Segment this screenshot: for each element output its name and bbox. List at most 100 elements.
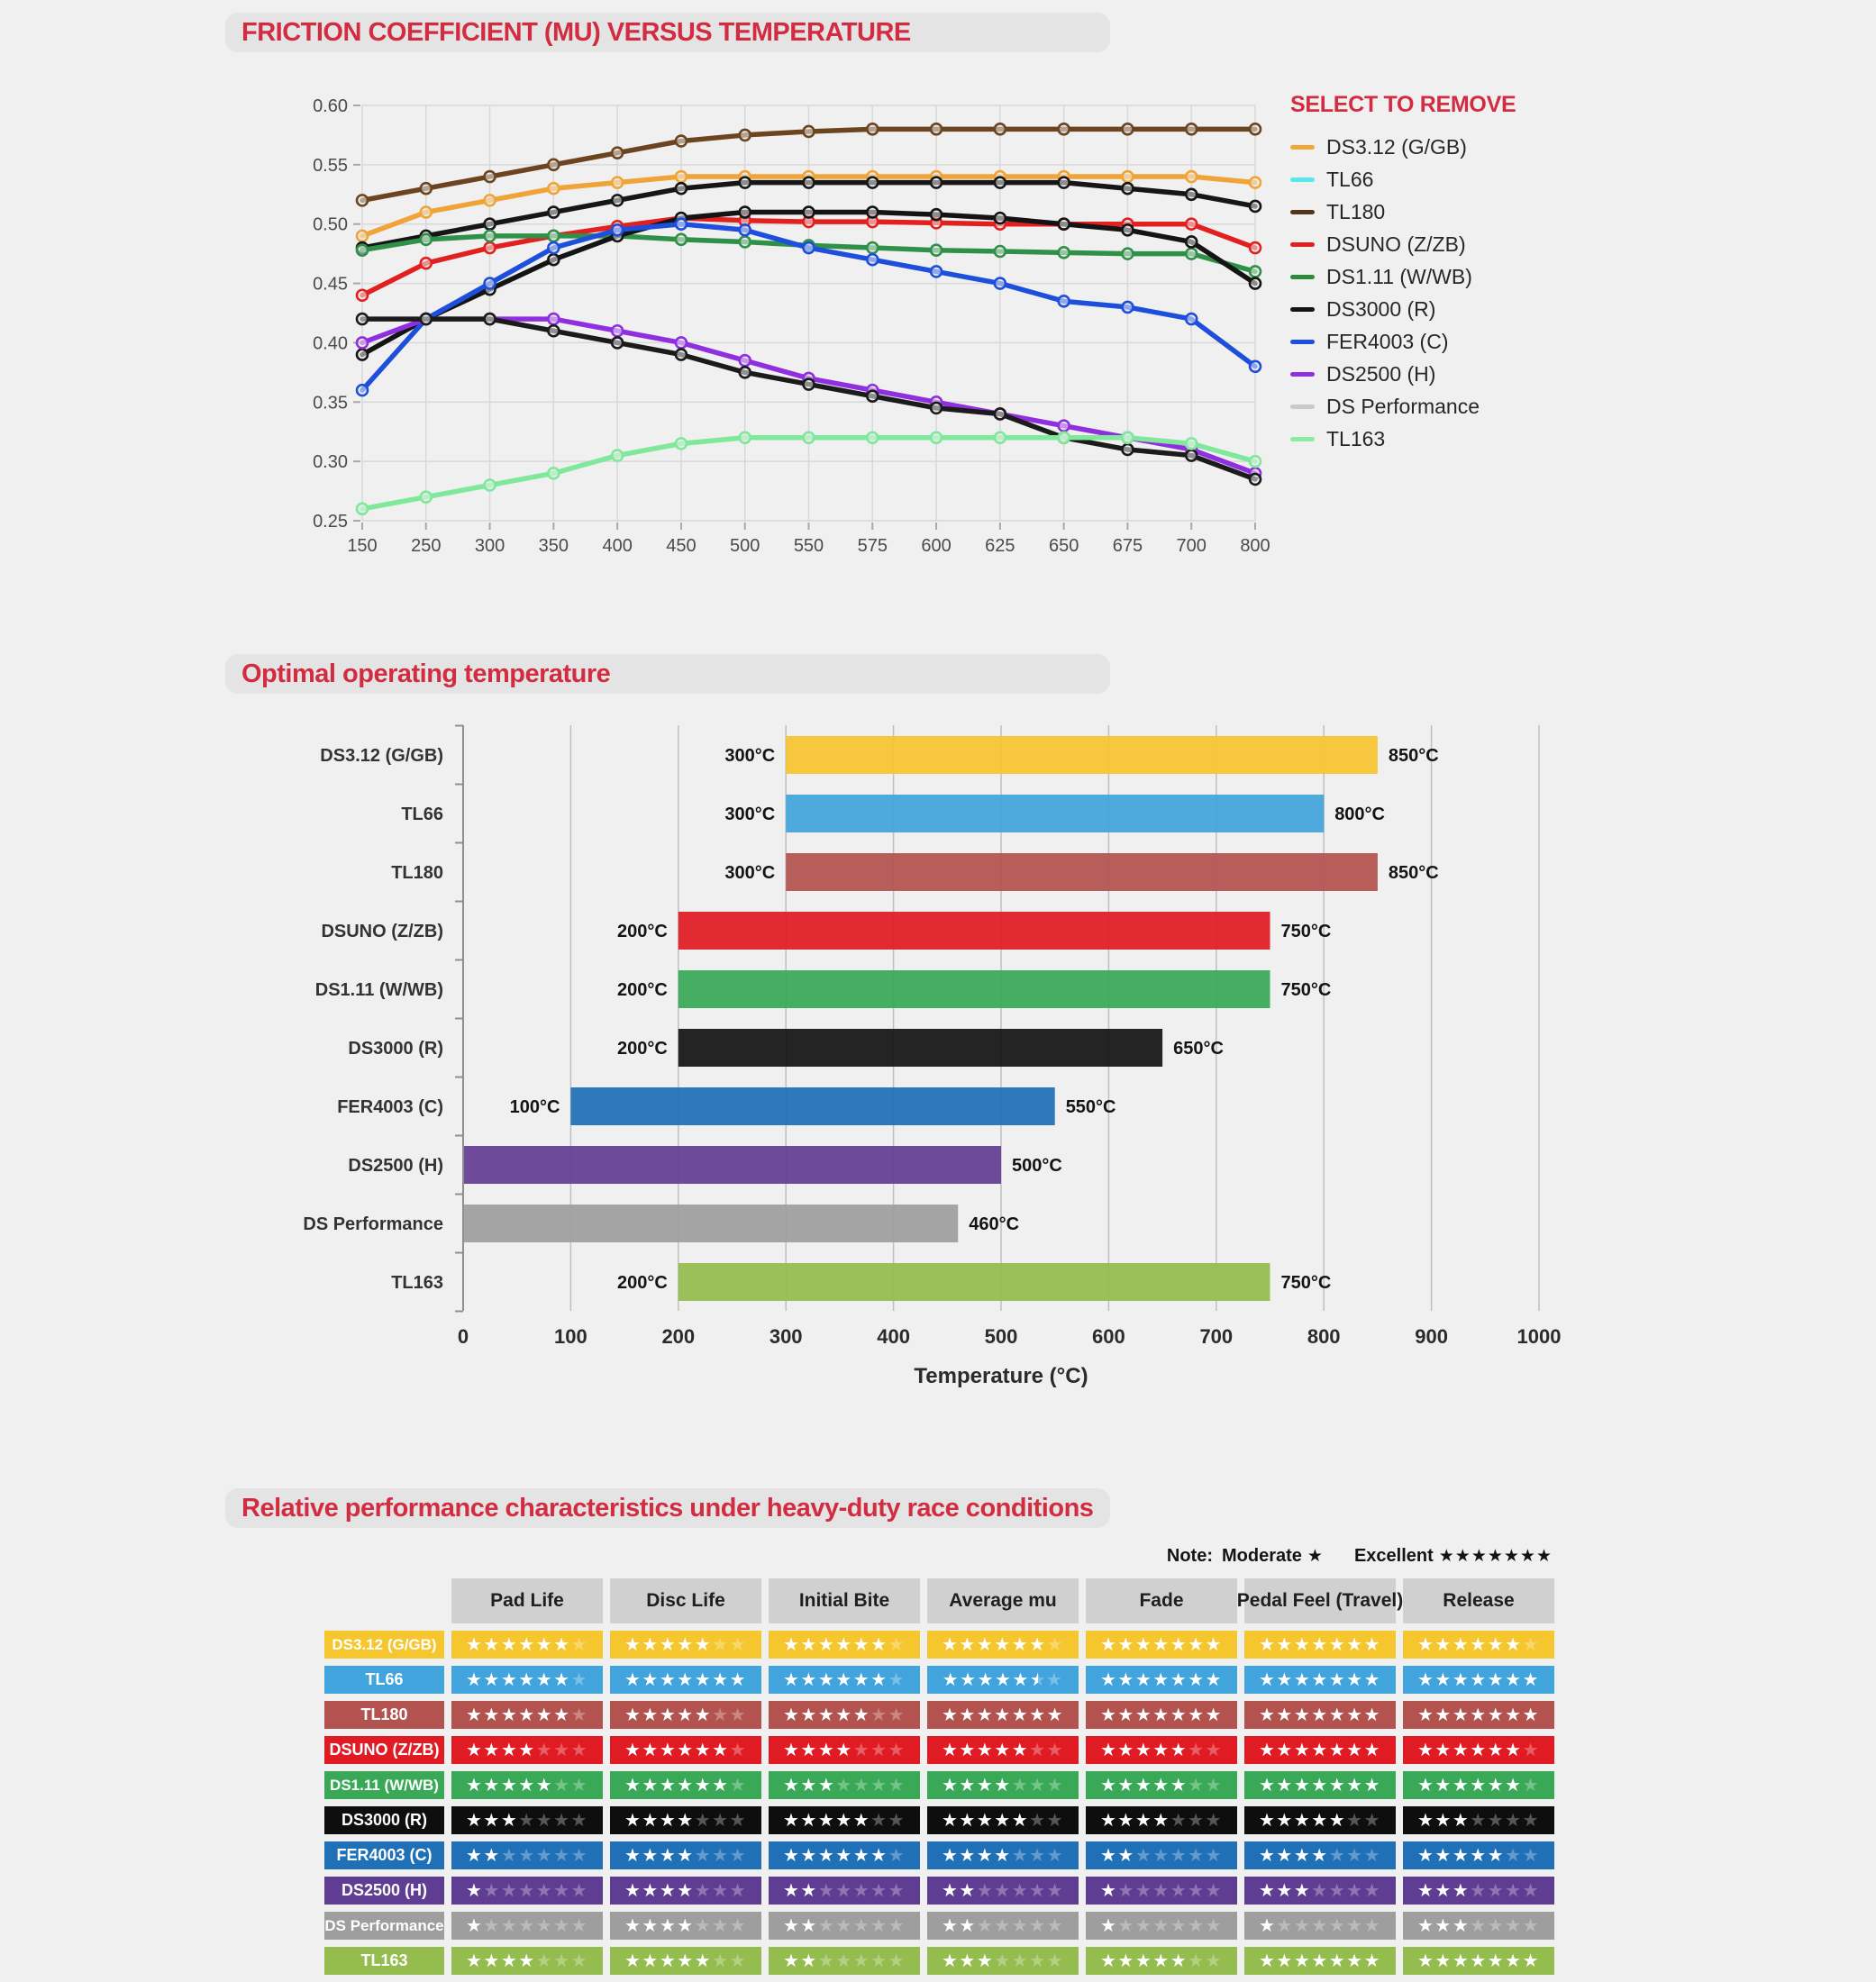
star-empty-icon: ★: [535, 1810, 554, 1831]
header-spacer: [324, 1578, 444, 1623]
bar-start-label: 200°C: [617, 1039, 668, 1059]
data-point: [1248, 472, 1262, 486]
legend-item-TL163[interactable]: TL163: [1290, 423, 1651, 455]
legend-item-DS3.12 (G/GB)[interactable]: DS3.12 (G/GB): [1290, 131, 1651, 163]
star-filled-icon: ★: [1011, 1810, 1030, 1831]
star-empty-icon: ★: [1011, 1915, 1030, 1936]
star-filled-icon: ★: [1117, 1775, 1135, 1796]
rating-cell-DS2500 (H)-Pedal Feel (Travel): ★ ★ ★ ★ ★ ★ ★: [1244, 1877, 1396, 1905]
star-empty-icon: ★: [1470, 1880, 1488, 1901]
star-filled-icon: ★: [1258, 1810, 1277, 1831]
star-empty-icon: ★: [1170, 1810, 1188, 1831]
data-point: [865, 241, 879, 255]
star-filled-icon: ★: [677, 1845, 695, 1866]
rating-cell-FER4003 (C)-Average mu: ★ ★ ★ ★ ★ ★ ★: [927, 1841, 1079, 1869]
legend-item-label: DS Performance: [1326, 394, 1480, 418]
rating-cell-TL66-Release: ★ ★ ★ ★ ★ ★ ★: [1403, 1666, 1554, 1694]
ratings-table: Pad Life Disc Life Initial Bite Average mu F…: [324, 1578, 1554, 1975]
star-filled-icon: ★: [1170, 1740, 1188, 1760]
star-filled-icon: ★: [1416, 1705, 1435, 1725]
legend-swatch-icon: [1290, 144, 1315, 150]
rating-cell-TL66-Average mu: ★ ★ ★ ★ ★ ★ ★ ★: [927, 1666, 1079, 1694]
data-point: [355, 383, 369, 397]
star-filled-icon: ★: [800, 1810, 818, 1831]
bar-end-label: 460°C: [969, 1214, 1019, 1234]
star-filled-icon: ★: [624, 1705, 642, 1725]
legend-item-DS1.11 (W/WB)[interactable]: DS1.11 (W/WB): [1290, 260, 1651, 293]
row-label-DS2500 (H): DS2500 (H): [324, 1877, 444, 1905]
star-empty-icon: ★: [888, 1740, 906, 1760]
legend-item-FER4003 (C)[interactable]: FER4003 (C): [1290, 325, 1651, 358]
star-filled-icon: ★: [1505, 1705, 1523, 1725]
star-filled-icon: ★: [465, 1915, 484, 1936]
star-filled-icon: ★: [1134, 1810, 1153, 1831]
star-filled-icon: ★: [941, 1880, 960, 1901]
data-point: [547, 312, 560, 326]
y-tick-label: 0.60: [313, 96, 348, 116]
data-point: [355, 229, 369, 243]
data-point: [1121, 123, 1134, 136]
legend-item-DSUNO (Z/ZB)[interactable]: DSUNO (Z/ZB): [1290, 228, 1651, 260]
star-empty-icon: ★: [888, 1634, 906, 1655]
operating-temperature-bar-chart: 0 100 200 300 400 500 600 700 800 900 1000 DS3.12 (…: [303, 724, 1561, 1388]
bar-start-label: 300°C: [724, 805, 775, 824]
bar-category-label: DS Performance: [303, 1214, 443, 1234]
star-empty-icon: ★: [694, 1915, 713, 1936]
star-empty-icon: ★: [1346, 1880, 1364, 1901]
star-empty-icon: ★: [1188, 1915, 1206, 1936]
star-filled-icon: ★: [483, 1775, 501, 1796]
data-point: [865, 123, 879, 136]
star-empty-icon: ★: [1522, 1880, 1541, 1901]
star-empty-icon: ★: [1205, 1810, 1224, 1831]
bar-category-label: FER4003 (C): [337, 1097, 443, 1117]
data-point: [993, 211, 1007, 225]
data-point: [929, 176, 943, 189]
star-filled-icon: ★: [1522, 1669, 1541, 1690]
data-point: [738, 176, 752, 189]
rating-cell-DSUNO (Z/ZB)-Fade: ★ ★ ★ ★ ★ ★ ★: [1086, 1736, 1237, 1764]
bar-category-label: DS3000 (R): [348, 1039, 443, 1059]
star-filled-icon: ★: [817, 1810, 836, 1831]
star-filled-icon: ★: [1152, 1634, 1170, 1655]
star-filled-icon: ★: [642, 1810, 660, 1831]
star-empty-icon: ★: [1134, 1915, 1153, 1936]
star-filled-icon: ★: [465, 1845, 484, 1866]
star-filled-icon: ★: [800, 1775, 818, 1796]
star-filled-icon: ★: [1416, 1740, 1435, 1760]
data-point: [929, 243, 943, 257]
legend-item-DS3000 (R)[interactable]: DS3000 (R): [1290, 293, 1651, 325]
x-tick-label: 600: [921, 536, 951, 556]
data-point: [610, 194, 624, 207]
star-filled-icon: ★: [1134, 1950, 1153, 1971]
star-filled-icon: ★: [1328, 1810, 1347, 1831]
star-filled-icon: ★: [1170, 1705, 1188, 1725]
star-empty-icon: ★: [729, 1775, 748, 1796]
data-point: [1248, 454, 1262, 468]
star-filled-icon: ★: [642, 1845, 660, 1866]
star-filled-icon: ★: [1293, 1845, 1312, 1866]
legend-item-TL66[interactable]: TL66: [1290, 163, 1651, 195]
star-filled-icon: ★: [659, 1740, 678, 1760]
legend-swatch-icon: [1290, 177, 1315, 182]
row-label-TL163: TL163: [324, 1947, 444, 1975]
x-tick-label: 250: [411, 536, 441, 556]
star-empty-icon: ★: [1045, 1669, 1064, 1690]
legend-item-DS2500 (H)[interactable]: DS2500 (H): [1290, 358, 1651, 390]
star-filled-icon: ★: [1276, 1880, 1294, 1901]
star-filled-icon: ★: [1152, 1740, 1170, 1760]
star-empty-icon: ★: [570, 1880, 589, 1901]
star-filled-icon: ★: [1416, 1810, 1435, 1831]
star-empty-icon: ★: [1522, 1810, 1541, 1831]
legend-item-label: TL163: [1326, 426, 1386, 450]
x-tick-label: 400: [602, 536, 632, 556]
star-filled-icon: ★: [1328, 1740, 1347, 1760]
bar-start-label: 200°C: [617, 1273, 668, 1293]
data-point: [802, 241, 815, 255]
star-filled-icon: ★: [782, 1669, 801, 1690]
legend-item-TL180[interactable]: TL180: [1290, 195, 1651, 228]
data-point: [865, 389, 879, 404]
star-empty-icon: ★: [1522, 1634, 1541, 1655]
star-filled-icon: ★: [677, 1705, 695, 1725]
legend-item-DS Performance[interactable]: DS Performance: [1290, 390, 1651, 423]
star-filled-icon: ★: [959, 1880, 977, 1901]
